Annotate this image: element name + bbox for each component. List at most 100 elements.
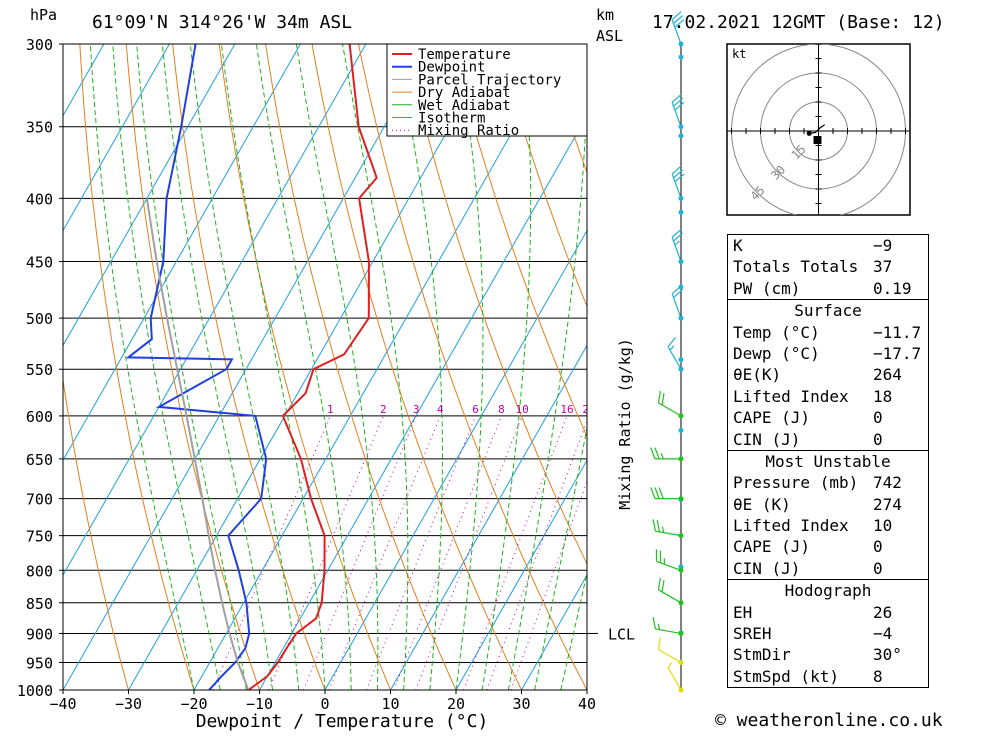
mixing-ratio-label: 20 [582, 403, 595, 416]
indices-label: Dewp (°C) [733, 343, 820, 364]
isotherm-line [391, 44, 759, 690]
mixing-ratio-label: 2 [380, 403, 387, 416]
wind-barb-feather [668, 663, 672, 668]
mixing-ratio-line [213, 416, 330, 690]
wind-barb-feather [658, 624, 659, 630]
height-marker [679, 55, 684, 60]
y-tick-label: 900 [26, 625, 53, 643]
indices-section-title: Surface [728, 300, 928, 321]
mixing-ratio-line [366, 416, 475, 690]
storm-motion-marker [814, 136, 822, 144]
hodograph-point [807, 131, 812, 136]
x-tick-label: 40 [578, 695, 596, 713]
indices-row: θE(K) 264 [728, 364, 928, 385]
isotherm-line [260, 44, 628, 690]
y-tick-label: 750 [26, 528, 53, 546]
wind-barb-feather [659, 487, 663, 498]
y-tick-label: 850 [26, 595, 53, 613]
x-tick-label: −30 [115, 695, 142, 713]
wind-barb-feather [661, 453, 663, 459]
wind-barb-feather [653, 519, 655, 531]
wind-barb [653, 617, 683, 636]
wind-barb-feather [658, 578, 660, 590]
mixing-ratio-label: 6 [472, 403, 479, 416]
wind-barb [672, 286, 683, 321]
indices-value: 0 [873, 429, 928, 450]
y-tick-label: 300 [26, 36, 53, 54]
indices-label: PW (cm) [733, 278, 800, 299]
indices-label: StmDir [733, 644, 791, 665]
wind-barb-feather [668, 337, 676, 346]
dry-adiabat-line [312, 44, 522, 690]
wet-adiabat-line [396, 44, 443, 690]
mixing-ratio-line [511, 416, 612, 690]
wet-adiabat-line [482, 44, 531, 690]
wind-barb-feather [655, 487, 659, 498]
indices-row: Pressure (mb)742 [728, 472, 928, 493]
mixing-ratio-label: 3 [413, 403, 420, 416]
wind-barb-feather [658, 638, 660, 650]
indices-label: θE (K) [733, 494, 791, 515]
y-tick-label: 600 [26, 408, 53, 426]
wet-adiabat-line [113, 44, 220, 690]
mixing-ratio-line [394, 416, 502, 690]
indices-label: Temp (°C) [733, 322, 820, 343]
wind-barb [672, 94, 684, 129]
indices-row: Temp (°C) −11.7 [728, 322, 928, 343]
indices-label: θE(K) [733, 364, 781, 385]
location-title: 61°09'N 314°26'W 34m ASL [92, 12, 352, 33]
wind-barb [672, 166, 684, 201]
indices-row: StmSpd (kt) 8 [728, 666, 928, 687]
lcl-label: LCL [608, 625, 635, 643]
asl-unit-label: ASL [596, 27, 623, 45]
indices-value: 264 [873, 364, 928, 385]
indices-value: 8 [873, 666, 928, 687]
indices-value: −4 [873, 623, 928, 644]
mixing-ratio-axis-label: Mixing Ratio (g/kg) [616, 338, 634, 510]
wind-barb-feather [662, 527, 663, 533]
indices-value: 274 [873, 494, 928, 515]
indices-section-title: Hodograph [728, 580, 928, 601]
indices-value: 10 [873, 515, 928, 536]
km-unit-label: km [596, 6, 614, 24]
wind-barb-feather [662, 580, 664, 592]
x-axis-label: Dewpoint / Temperature (°C) [196, 711, 489, 732]
wet-adiabat-line [456, 44, 483, 690]
y-tick-label: 400 [26, 190, 53, 208]
mixing-ratio-label: 8 [498, 403, 505, 416]
y-tick-label: 1000 [17, 682, 53, 700]
plot-frame [63, 44, 587, 690]
mixing-ratio-line [329, 416, 440, 690]
height-marker [679, 210, 684, 215]
y-tick-label: 800 [26, 562, 53, 580]
isotherm-line [63, 44, 431, 690]
wind-barb-feather [670, 346, 674, 351]
indices-label: Pressure (mb) [733, 472, 858, 493]
wind-barb [651, 487, 684, 501]
pressure-unit-label: hPa [30, 6, 57, 24]
indices-label: CIN (J) [733, 558, 800, 579]
indices-value: 0 [873, 558, 928, 579]
wind-barb-staff [668, 667, 681, 690]
mixing-ratio-label: 10 [515, 403, 528, 416]
wind-barb-feather [662, 393, 664, 405]
indices-row: PW (cm)0.19 [728, 278, 928, 299]
indices-value: −11.7 [873, 322, 928, 343]
indices-label: CIN (J) [733, 429, 800, 450]
dry-adiabat-line [359, 44, 588, 690]
y-tick-label: 950 [26, 654, 53, 672]
wind-barb [672, 229, 683, 264]
indices-row: CAPE (J)0 [728, 407, 928, 428]
wind-barb-feather [675, 241, 680, 245]
indices-section-title: Most Unstable [728, 451, 928, 472]
indices-label: EH [733, 602, 752, 623]
indices-label: StmSpd (kt) [733, 666, 839, 687]
height-marker [679, 428, 684, 433]
wind-barb [653, 519, 683, 538]
